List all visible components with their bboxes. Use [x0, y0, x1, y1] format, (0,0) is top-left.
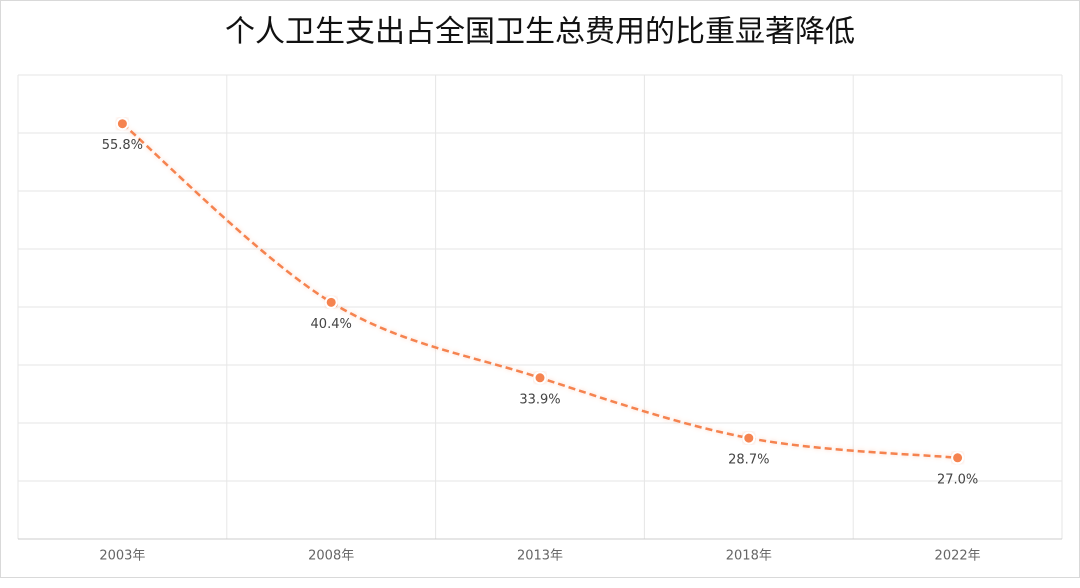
chart-title: 个人卫生支出占全国卫生总费用的比重显著降低 — [225, 15, 855, 50]
data-label: 55.8% — [102, 138, 143, 153]
x-tick-label: 2018年 — [726, 549, 772, 564]
x-tick-label: 2013年 — [517, 549, 563, 564]
x-tick-label: 2008年 — [308, 549, 354, 564]
x-tick-label: 2022年 — [935, 549, 981, 564]
x-tick-label: 2003年 — [99, 549, 145, 564]
data-label: 27.0% — [937, 472, 978, 487]
data-label: 40.4% — [311, 317, 352, 332]
line — [121, 122, 958, 460]
point — [115, 117, 129, 131]
data-label: 28.7% — [728, 453, 769, 468]
data-label: 33.9% — [519, 392, 560, 407]
point — [533, 371, 547, 385]
point — [951, 451, 965, 465]
point — [324, 295, 338, 309]
point — [742, 431, 756, 445]
